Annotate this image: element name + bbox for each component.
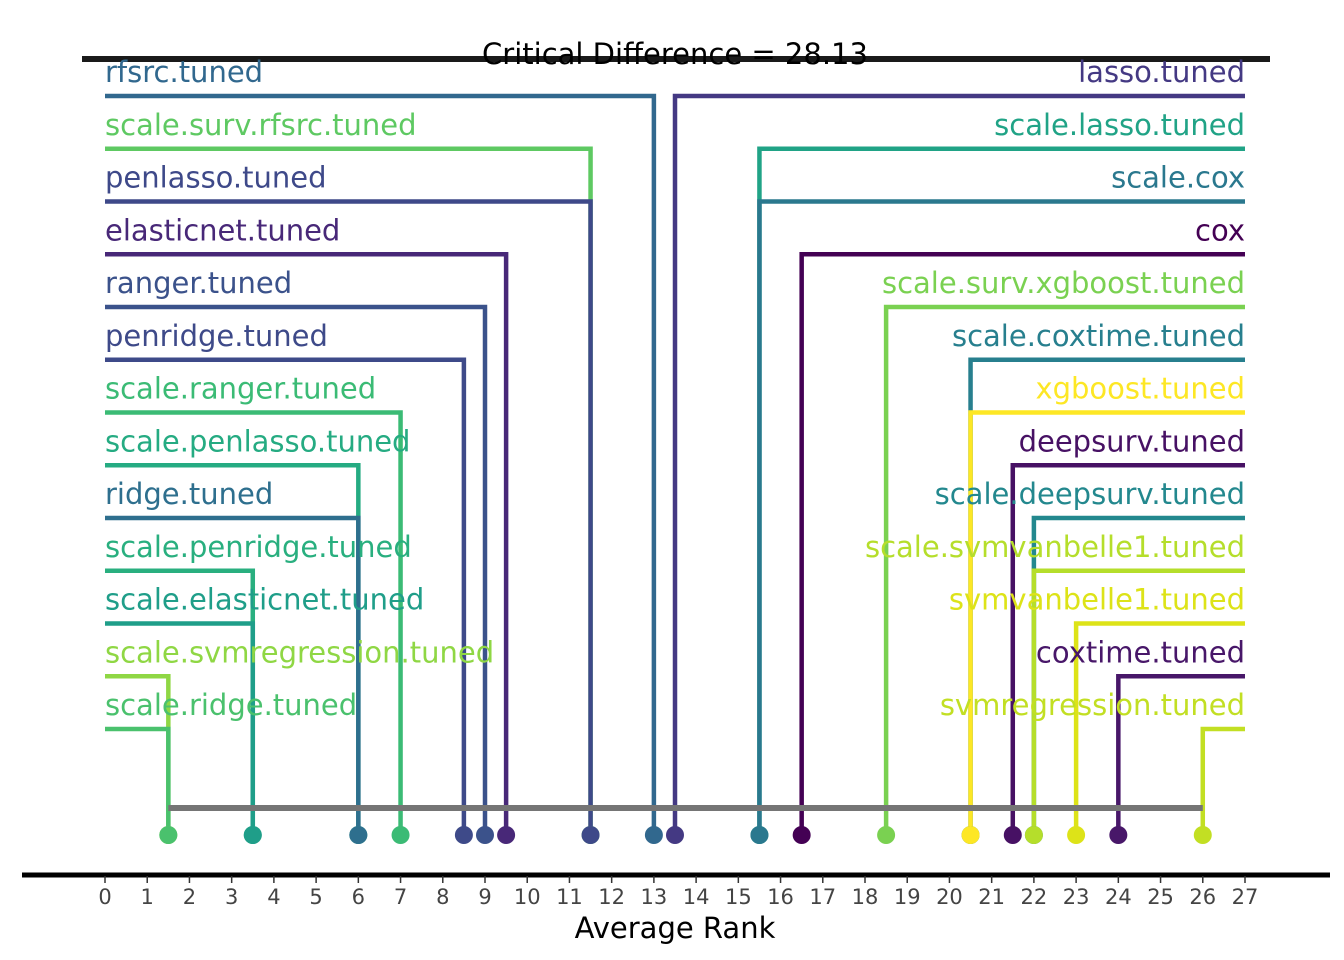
label-deepsurv-tuned: deepsurv.tuned	[1019, 424, 1245, 458]
connector-lasso-tuned	[672, 93, 1245, 835]
tick-label-17: 17	[809, 885, 836, 909]
point-coxtime-tuned	[1109, 826, 1128, 844]
point-ridge-tuned	[349, 826, 368, 844]
tick-label-20: 20	[936, 885, 963, 909]
connector-coxtime-tuned	[1116, 674, 1245, 835]
tick-label-11: 11	[556, 885, 583, 909]
x-axis-label: Average Rank	[575, 911, 776, 945]
label-scale-penlasso-tuned: scale.penlasso.tuned	[105, 424, 410, 458]
tick-label-26: 26	[1189, 885, 1216, 909]
connector-scale-svmvanbelle1-tuned	[1031, 568, 1245, 835]
tick-label-23: 23	[1063, 885, 1090, 909]
tick-label-27: 27	[1232, 885, 1259, 909]
tick-label-2: 2	[183, 885, 196, 909]
label-scale-svmregression-tuned: scale.svmregression.tuned	[105, 635, 494, 669]
label-scale-ranger-tuned: scale.ranger.tuned	[105, 372, 376, 406]
tick-label-0: 0	[98, 885, 111, 909]
label-scale-svmvanbelle1-tuned: scale.svmvanbelle1.tuned	[865, 530, 1245, 564]
point-rfsrc-tuned	[644, 826, 663, 844]
tick-label-13: 13	[641, 885, 668, 909]
point-svmvanbelle1-tuned	[1067, 826, 1086, 844]
label-xgboost-tuned: xgboost.tuned	[1035, 372, 1245, 406]
point-scale-elasticnet-tuned	[243, 826, 262, 844]
tick-label-24: 24	[1105, 885, 1132, 909]
label-scale-deepsurv-tuned: scale.deepsurv.tuned	[935, 477, 1245, 511]
tick-label-22: 22	[1021, 885, 1048, 909]
point-svmregression-tuned	[1193, 826, 1212, 844]
tick-label-7: 7	[394, 885, 407, 909]
tick-label-15: 15	[725, 885, 752, 909]
label-elasticnet-tuned: elasticnet.tuned	[105, 213, 340, 247]
tick-label-21: 21	[978, 885, 1005, 909]
label-coxtime-tuned: coxtime.tuned	[1036, 635, 1245, 669]
tick-label-8: 8	[436, 885, 449, 909]
connector-scale-elasticnet-tuned	[105, 621, 256, 835]
label-svmvanbelle1-tuned: svmvanbelle1.tuned	[949, 583, 1245, 617]
connector-penridge-tuned	[105, 357, 467, 835]
chart-title: Critical Difference = 28.13	[482, 37, 868, 71]
label-scale-coxtime-tuned: scale.coxtime.tuned	[952, 319, 1245, 353]
connector-deepsurv-tuned	[1010, 463, 1245, 835]
connector-cox	[799, 252, 1245, 835]
label-scale-surv-xgboost-tuned: scale.surv.xgboost.tuned	[882, 266, 1245, 300]
label-ridge-tuned: ridge.tuned	[105, 477, 273, 511]
label-penlasso-tuned: penlasso.tuned	[105, 161, 327, 195]
tick-label-3: 3	[225, 885, 238, 909]
connector-scale-cox	[757, 199, 1245, 835]
label-scale-ridge-tuned: scale.ridge.tuned	[105, 688, 357, 722]
connector-ridge-tuned	[105, 515, 361, 835]
connector-svmvanbelle1-tuned	[1073, 621, 1245, 835]
tick-label-19: 19	[894, 885, 921, 909]
point-scale-ridge-tuned	[159, 826, 178, 844]
method-labels: rfsrc.tuned scale.surv.rfsrc.tuned penlass…	[105, 55, 1245, 722]
rank-points	[159, 826, 1212, 844]
point-scale-cox	[750, 826, 769, 844]
connector-xgboost-tuned	[968, 410, 1245, 835]
connector-rfsrc-tuned	[105, 93, 657, 835]
point-scale-surv-xgboost-tuned	[877, 826, 896, 844]
connector-svmregression-tuned	[1200, 726, 1245, 835]
tick-label-25: 25	[1147, 885, 1174, 909]
point-lasso-tuned	[666, 826, 684, 844]
label-ranger-tuned: ranger.tuned	[105, 266, 292, 300]
label-svmregression-tuned: svmregression.tuned	[940, 688, 1245, 722]
tick-label-1: 1	[141, 885, 154, 909]
label-lasso-tuned: lasso.tuned	[1078, 55, 1245, 89]
x-axis-ticks: 0 1 2 3 4 5 6 7 8 9 10 11 12 13 14 15 16 17 18 19 20 21 22 23 24…	[98, 876, 1258, 909]
connector-scale-ridge-tuned	[105, 726, 171, 835]
point-elasticnet-tuned	[497, 826, 516, 844]
point-xgboost-tuned	[961, 826, 980, 844]
point-scale-svmvanbelle1-tuned	[1024, 826, 1043, 844]
label-scale-elasticnet-tuned: scale.elasticnet.tuned	[105, 583, 424, 617]
point-cox	[792, 826, 811, 844]
tick-label-6: 6	[352, 885, 365, 909]
point-penlasso-tuned	[581, 826, 600, 844]
tick-label-18: 18	[852, 885, 879, 909]
point-ranger-tuned	[476, 826, 494, 844]
tick-label-5: 5	[309, 885, 322, 909]
tick-label-10: 10	[514, 885, 541, 909]
connector-scale-ranger-tuned	[105, 410, 403, 835]
connector-lines	[105, 93, 1245, 835]
label-scale-penridge-tuned: scale.penridge.tuned	[105, 530, 412, 564]
tick-label-9: 9	[478, 885, 491, 909]
label-scale-lasso-tuned: scale.lasso.tuned	[994, 108, 1245, 142]
label-penridge-tuned: penridge.tuned	[105, 319, 328, 353]
point-deepsurv-tuned	[1003, 826, 1022, 844]
tick-label-4: 4	[267, 885, 280, 909]
label-scale-cox: scale.cox	[1111, 161, 1245, 195]
point-scale-ranger-tuned	[391, 826, 410, 844]
connector-scale-surv-xgboost-tuned	[883, 304, 1245, 835]
tick-label-14: 14	[683, 885, 710, 909]
label-rfsrc-tuned: rfsrc.tuned	[105, 55, 263, 89]
point-penridge-tuned	[454, 826, 473, 844]
label-scale-surv-rfsrc-tuned: scale.surv.rfsrc.tuned	[105, 108, 417, 142]
connector-ranger-tuned	[105, 304, 488, 835]
connector-elasticnet-tuned	[105, 252, 509, 835]
tick-label-12: 12	[598, 885, 625, 909]
tick-label-16: 16	[767, 885, 794, 909]
connector-penlasso-tuned	[105, 199, 593, 835]
label-cox: cox	[1195, 213, 1245, 247]
